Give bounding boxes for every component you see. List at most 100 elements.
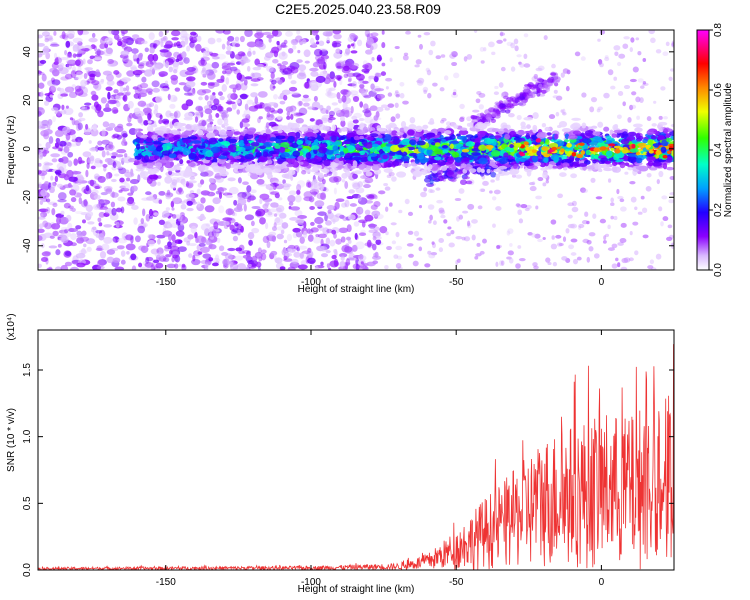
spectral-blob <box>226 62 236 66</box>
spectral-blob <box>290 206 301 211</box>
spectral-blob <box>254 104 264 109</box>
spectral-blob <box>642 80 647 85</box>
spectral-blob <box>568 244 575 250</box>
spectral-blob <box>296 180 306 188</box>
spectral-blob <box>348 77 352 82</box>
spectral-blob <box>244 30 253 37</box>
spectral-blob <box>142 107 152 114</box>
spectral-blob <box>269 67 276 74</box>
spectral-blob <box>67 59 77 67</box>
spectral-blob <box>146 256 154 262</box>
spectral-blob <box>225 194 234 198</box>
spectral-blob <box>603 235 607 241</box>
spectral-blob <box>384 265 389 270</box>
spectral-blob <box>202 63 212 71</box>
spectral-blob <box>165 110 172 118</box>
spectral-blob <box>96 203 102 209</box>
spectral-blob <box>370 83 375 90</box>
spectral-blob <box>60 264 69 270</box>
spectral-blob <box>456 135 465 140</box>
spectral-blob <box>251 205 261 210</box>
spectral-blob <box>366 165 372 171</box>
spectral-blob <box>492 164 499 169</box>
spectral-blob <box>173 110 181 119</box>
spectral-blob <box>218 192 223 199</box>
spectral-blob <box>201 88 212 94</box>
spectral-blob <box>83 127 92 135</box>
spectral-blob <box>106 144 115 151</box>
spectral-blob <box>209 229 220 233</box>
spectral-blob <box>105 172 109 180</box>
spectral-blob <box>75 59 81 66</box>
spectral-blob <box>251 72 262 79</box>
spectral-blob <box>403 52 409 56</box>
spectral-blob <box>514 45 519 52</box>
spectral-blob <box>119 177 125 183</box>
spectral-blob <box>91 94 99 101</box>
spectral-blob <box>493 189 501 195</box>
spectral-blob <box>515 263 521 269</box>
spectral-blob <box>523 53 528 60</box>
spectral-blob <box>38 235 43 242</box>
spectral-blob <box>105 86 113 92</box>
spectral-blob <box>264 106 272 112</box>
spectral-blob <box>68 143 79 147</box>
spectral-blob <box>137 69 146 74</box>
spectral-blob <box>324 214 328 222</box>
spectral-blob <box>93 101 99 108</box>
spectral-blob <box>526 124 531 129</box>
spectral-blob <box>606 140 613 145</box>
spectral-blob <box>285 30 293 37</box>
spectral-blob <box>431 172 436 178</box>
spectral-blob <box>394 90 399 94</box>
spectral-blob <box>467 203 475 210</box>
spectral-blob <box>151 80 160 88</box>
spectral-blob <box>243 58 251 63</box>
spectral-blob <box>463 236 471 242</box>
spectral-blob <box>466 54 473 60</box>
spectral-blob <box>57 111 61 117</box>
spectral-blob <box>177 187 183 192</box>
spectral-blob <box>175 230 185 237</box>
spectral-blob <box>632 66 639 73</box>
spectral-blob <box>51 208 56 216</box>
spectral-blob <box>125 85 130 92</box>
spectral-blob <box>346 91 353 95</box>
spectral-blob <box>122 96 126 101</box>
spectral-blob <box>38 162 42 167</box>
spectral-blob <box>596 108 601 113</box>
spectral-blob <box>415 125 423 133</box>
spectral-blob <box>429 214 433 221</box>
spectral-blob <box>323 173 328 178</box>
spectral-blob <box>632 123 643 128</box>
spectral-blob <box>398 209 403 214</box>
spectral-blob <box>658 121 668 126</box>
spectral-blob <box>108 30 114 35</box>
spectral-blob <box>119 157 124 162</box>
spectral-blob <box>325 237 331 245</box>
spectral-blob <box>120 30 128 35</box>
spectral-blob <box>77 49 82 54</box>
spectral-blob <box>43 129 53 135</box>
spectral-blob <box>294 209 303 217</box>
spectral-blob <box>339 214 345 219</box>
spectral-blob <box>387 92 393 97</box>
spectral-blob <box>430 40 436 47</box>
spectral-blob <box>125 234 134 241</box>
spectral-blob <box>266 234 276 242</box>
spectral-blob <box>405 30 411 35</box>
spectral-blob <box>48 266 53 270</box>
spectral-blob <box>350 43 355 47</box>
spectral-blob <box>636 115 640 120</box>
spectral-blob <box>436 199 443 204</box>
spectral-blob <box>352 119 359 124</box>
spectral-blob <box>168 66 174 73</box>
spectral-blob <box>296 184 302 192</box>
spectral-blob <box>524 207 530 212</box>
spectral-blob <box>63 146 70 153</box>
spectral-blob <box>321 253 328 258</box>
spectral-blob <box>551 63 556 69</box>
spectral-blob <box>243 79 248 86</box>
spectral-blob <box>617 195 624 200</box>
spectral-blob <box>48 245 58 249</box>
